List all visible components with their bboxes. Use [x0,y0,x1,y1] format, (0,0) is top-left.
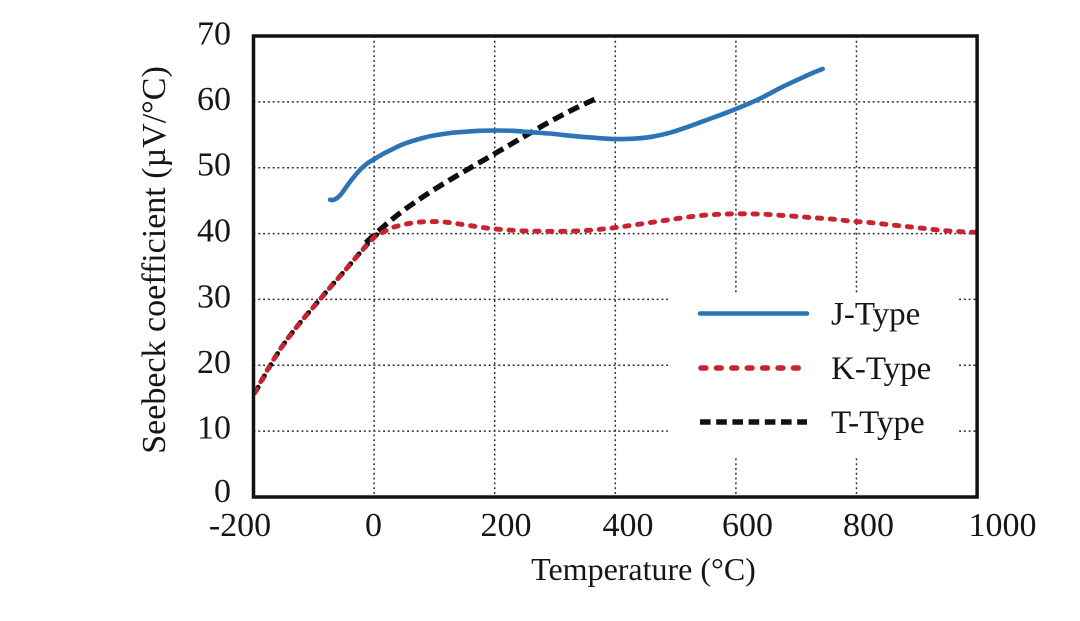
svg-text:50: 50 [197,147,231,184]
svg-text:400: 400 [603,507,654,544]
svg-text:40: 40 [197,213,231,250]
svg-text:200: 200 [481,507,532,544]
svg-text:J-Type: J-Type [831,297,920,333]
svg-text:30: 30 [197,279,231,316]
svg-text:Seebeck coefficient (µV/°C): Seebeck coefficient (µV/°C) [136,66,173,454]
svg-text:Temperature (°C): Temperature (°C) [531,551,756,587]
svg-text:1000: 1000 [969,507,1037,544]
svg-text:60: 60 [197,81,231,118]
svg-text:600: 600 [722,507,773,544]
svg-text:-200: -200 [209,507,271,544]
svg-text:K-Type: K-Type [831,351,931,387]
svg-text:20: 20 [197,344,231,381]
svg-text:70: 70 [197,16,231,53]
svg-text:T-Type: T-Type [831,405,925,441]
svg-text:0: 0 [214,473,231,510]
svg-text:10: 10 [197,410,231,447]
svg-text:0: 0 [365,507,382,544]
svg-text:800: 800 [843,507,894,544]
